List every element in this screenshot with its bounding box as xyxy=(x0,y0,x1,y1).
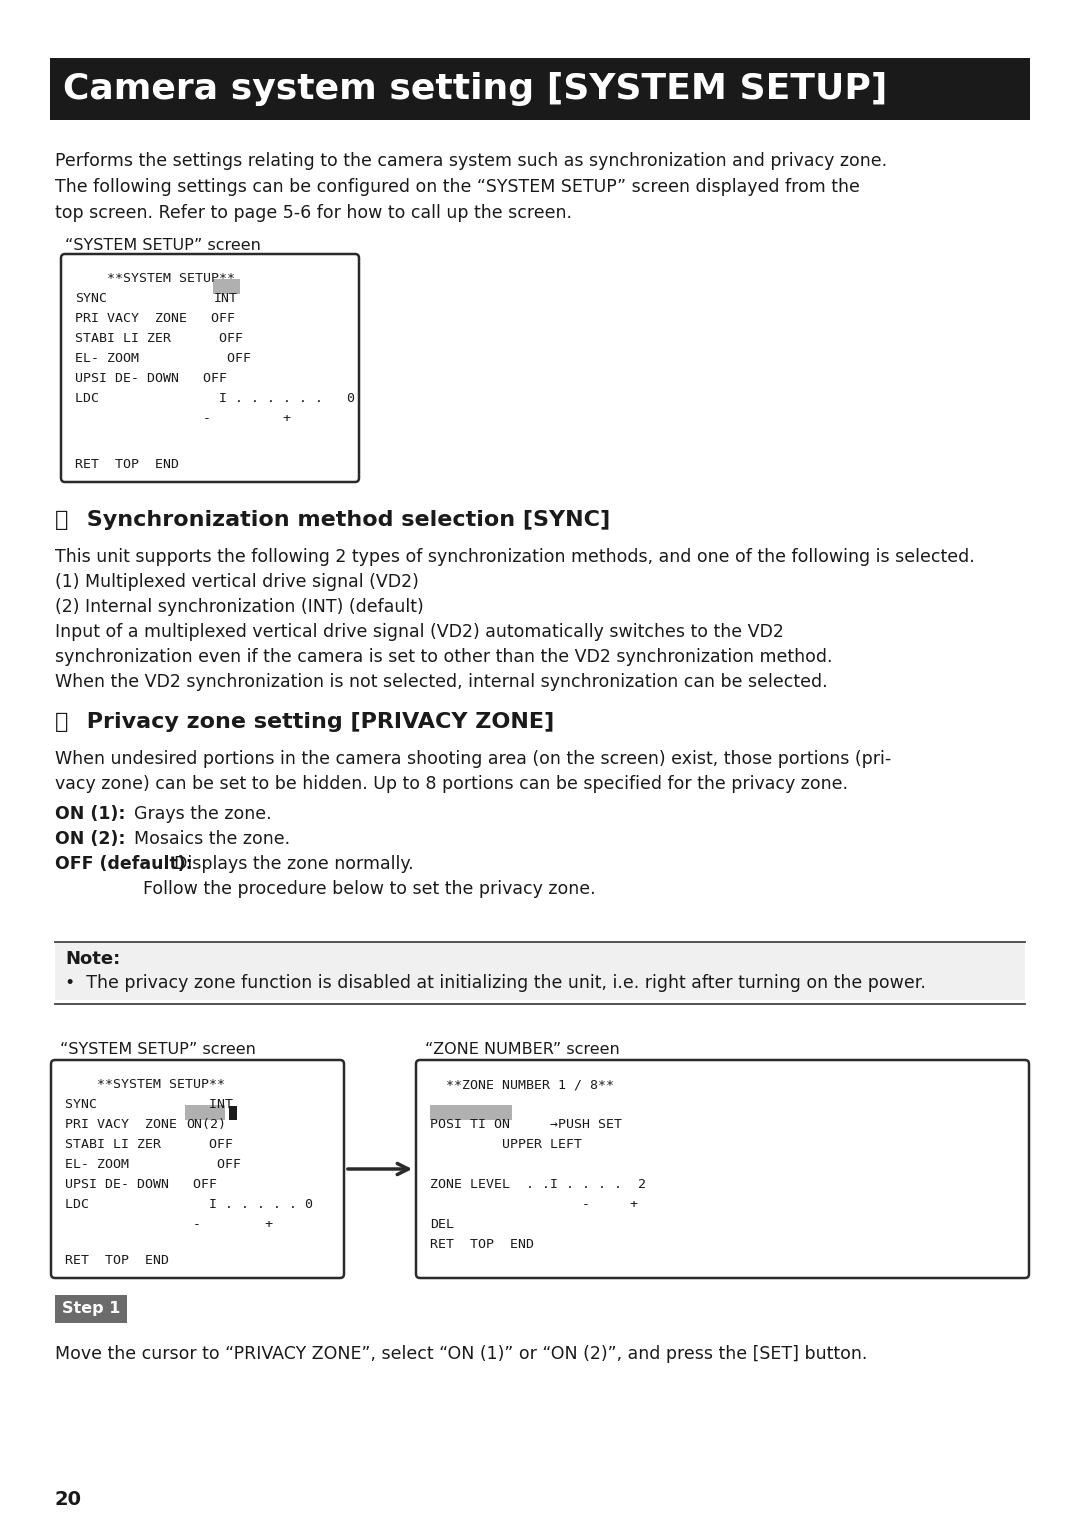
Text: UPSI DE- DOWN   OFF: UPSI DE- DOWN OFF xyxy=(75,372,227,385)
Text: 20: 20 xyxy=(55,1491,82,1509)
Text: SYNC              INT: SYNC INT xyxy=(65,1098,233,1111)
Bar xyxy=(213,279,240,294)
Bar xyxy=(229,1106,237,1120)
Bar xyxy=(185,1105,225,1120)
FancyBboxPatch shape xyxy=(51,1060,345,1278)
Text: “ZONE NUMBER” screen: “ZONE NUMBER” screen xyxy=(426,1042,620,1057)
Text: STABI LI ZER      OFF: STABI LI ZER OFF xyxy=(65,1138,233,1151)
Text: STABI LI ZER      OFF: STABI LI ZER OFF xyxy=(75,332,243,345)
Text: Mosaics the zone.: Mosaics the zone. xyxy=(123,830,291,849)
Bar xyxy=(50,58,1030,119)
Text: top screen. Refer to page 5-6 for how to call up the screen.: top screen. Refer to page 5-6 for how to… xyxy=(55,204,572,222)
Text: **SYSTEM SETUP**: **SYSTEM SETUP** xyxy=(65,1079,225,1091)
Text: LDC               I . . . . . .   0: LDC I . . . . . . 0 xyxy=(75,392,355,404)
Text: -        +: - + xyxy=(65,1218,273,1232)
Text: Grays the zone.: Grays the zone. xyxy=(123,804,272,823)
Text: RET  TOP  END: RET TOP END xyxy=(75,458,179,470)
Text: PRI VACY  ZONE: PRI VACY ZONE xyxy=(65,1118,177,1131)
Text: (1) Multiplexed vertical drive signal (VD2): (1) Multiplexed vertical drive signal (V… xyxy=(55,573,419,591)
Text: “SYSTEM SETUP” screen: “SYSTEM SETUP” screen xyxy=(60,1042,256,1057)
Text: Step 1: Step 1 xyxy=(62,1302,120,1316)
Text: ON (2):: ON (2): xyxy=(55,830,125,849)
Text: Note:: Note: xyxy=(65,950,120,968)
Text: ⓚ: ⓚ xyxy=(55,712,68,732)
Text: ZONE LEVEL  . .I . . . .  2: ZONE LEVEL . .I . . . . 2 xyxy=(430,1178,646,1190)
Text: Camera system setting [SYSTEM SETUP]: Camera system setting [SYSTEM SETUP] xyxy=(63,72,888,106)
Text: synchronization even if the camera is set to other than the VD2 synchronization : synchronization even if the camera is se… xyxy=(55,648,833,666)
Text: The following settings can be configured on the “SYSTEM SETUP” screen displayed : The following settings can be configured… xyxy=(55,178,860,196)
Text: OFF (default):: OFF (default): xyxy=(55,855,192,873)
FancyBboxPatch shape xyxy=(416,1060,1029,1278)
Text: UPPER LEFT: UPPER LEFT xyxy=(430,1138,582,1151)
Text: SYNC: SYNC xyxy=(75,293,107,305)
Text: UPSI DE- DOWN   OFF: UPSI DE- DOWN OFF xyxy=(65,1178,217,1190)
FancyBboxPatch shape xyxy=(60,254,359,483)
Text: -         +: - + xyxy=(75,412,291,424)
Bar xyxy=(430,1105,512,1120)
Bar xyxy=(55,1295,127,1324)
Text: RET  TOP  END: RET TOP END xyxy=(430,1238,534,1252)
Text: Input of a multiplexed vertical drive signal (VD2) automatically switches to the: Input of a multiplexed vertical drive si… xyxy=(55,624,784,640)
Text: ON(2): ON(2) xyxy=(186,1118,226,1131)
Text: EL- ZOOM           OFF: EL- ZOOM OFF xyxy=(65,1158,241,1170)
Text: (2) Internal synchronization (INT) (default): (2) Internal synchronization (INT) (defa… xyxy=(55,597,423,616)
Text: RET  TOP  END: RET TOP END xyxy=(65,1255,168,1267)
Text: **ZONE NUMBER 1 / 8**: **ZONE NUMBER 1 / 8** xyxy=(430,1079,615,1091)
Text: When the VD2 synchronization is not selected, internal synchronization can be se: When the VD2 synchronization is not sele… xyxy=(55,673,827,691)
Text: Move the cursor to “PRIVACY ZONE”, select “ON (1)” or “ON (2)”, and press the [S: Move the cursor to “PRIVACY ZONE”, selec… xyxy=(55,1345,867,1363)
Text: **SYSTEM SETUP**: **SYSTEM SETUP** xyxy=(75,273,235,285)
Text: DEL: DEL xyxy=(430,1218,454,1232)
Text: ⓙ: ⓙ xyxy=(55,510,68,530)
Text: Privacy zone setting [PRIVACY ZONE]: Privacy zone setting [PRIVACY ZONE] xyxy=(79,712,554,732)
Bar xyxy=(55,942,1025,1000)
Text: When undesired portions in the camera shooting area (on the screen) exist, those: When undesired portions in the camera sh… xyxy=(55,751,891,768)
Text: •  The privacy zone function is disabled at initializing the unit, i.e. right af: • The privacy zone function is disabled … xyxy=(65,974,926,993)
Text: LDC               I . . . . . 0: LDC I . . . . . 0 xyxy=(65,1198,313,1210)
Text: “SYSTEM SETUP” screen: “SYSTEM SETUP” screen xyxy=(65,237,261,253)
Text: Displays the zone normally.: Displays the zone normally. xyxy=(163,855,414,873)
Text: INT: INT xyxy=(214,293,238,305)
Text: vacy zone) can be set to be hidden. Up to 8 portions can be specified for the pr: vacy zone) can be set to be hidden. Up t… xyxy=(55,775,848,794)
Text: ON (1):: ON (1): xyxy=(55,804,125,823)
Text: PRI VACY  ZONE   OFF: PRI VACY ZONE OFF xyxy=(75,313,235,325)
Text: Performs the settings relating to the camera system such as synchronization and : Performs the settings relating to the ca… xyxy=(55,152,887,170)
Text: →PUSH SET: →PUSH SET xyxy=(550,1118,622,1131)
Text: -     +: - + xyxy=(430,1198,638,1210)
Text: Synchronization method selection [SYNC]: Synchronization method selection [SYNC] xyxy=(79,510,610,530)
Text: This unit supports the following 2 types of synchronization methods, and one of : This unit supports the following 2 types… xyxy=(55,548,975,565)
Text: POSI TI ON: POSI TI ON xyxy=(430,1118,510,1131)
Text: Follow the procedure below to set the privacy zone.: Follow the procedure below to set the pr… xyxy=(55,879,596,898)
Text: EL- ZOOM           OFF: EL- ZOOM OFF xyxy=(75,352,251,365)
